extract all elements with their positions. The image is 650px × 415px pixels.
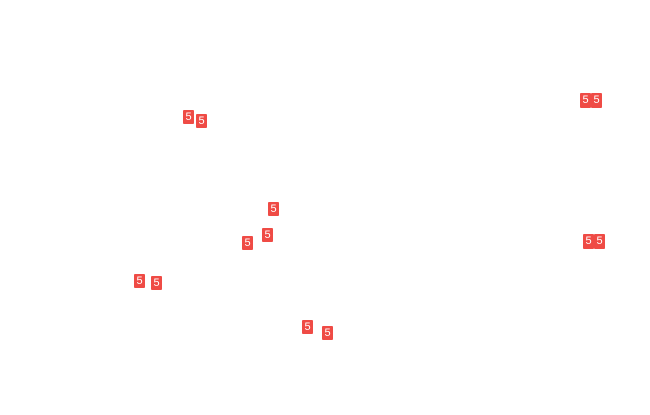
count-badge[interactable]: 5	[134, 274, 145, 288]
count-badge[interactable]: 5	[591, 93, 602, 108]
count-badge[interactable]: 5	[322, 326, 333, 340]
count-badge[interactable]: 5	[183, 110, 194, 124]
count-badge[interactable]: 5	[151, 276, 162, 290]
count-badge[interactable]: 5	[262, 228, 273, 242]
count-badge[interactable]: 5	[580, 93, 591, 108]
count-badge[interactable]: 5	[594, 234, 605, 249]
count-badge[interactable]: 5	[268, 202, 279, 216]
count-badge[interactable]: 5	[242, 236, 253, 250]
count-badge[interactable]: 5	[196, 114, 207, 128]
count-badge[interactable]: 5	[302, 320, 313, 334]
count-badge[interactable]: 5	[583, 234, 594, 249]
